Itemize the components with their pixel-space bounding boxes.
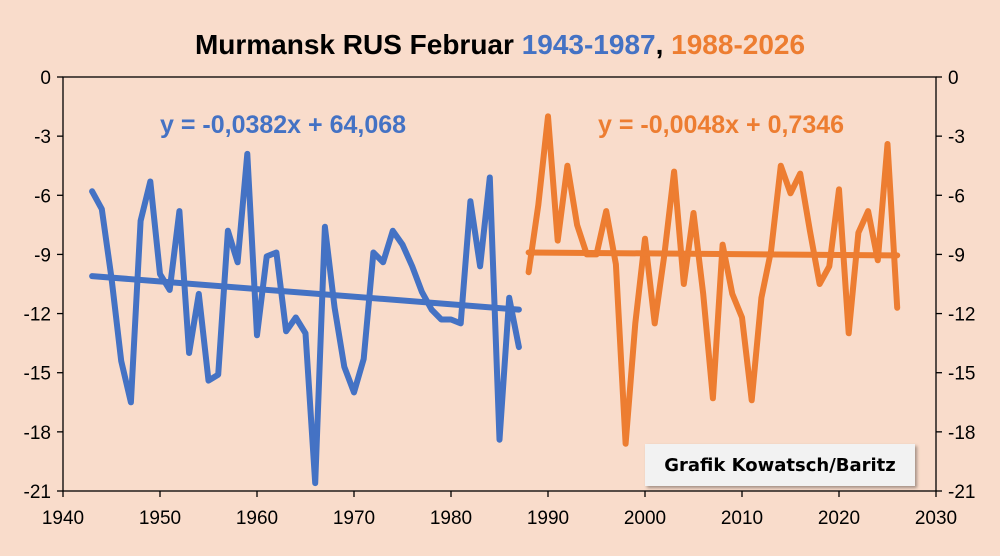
x-tick-label: 1940 [42,508,84,529]
x-tick-label: 1960 [236,508,278,529]
trendline-equation-2: y = -0,0048x + 0,7346 [598,111,844,139]
title-range-1: 1943-1987 [522,29,656,60]
y-tick-label-right: -21 [948,482,975,503]
y-tick-label-left: -15 [24,364,51,385]
x-tick-label: 1950 [139,508,181,529]
title-main: Murmansk RUS Februar [195,29,522,60]
y-tick-label-left: -6 [34,186,51,207]
y-tick-label-right: -6 [948,186,965,207]
title-separator: , [656,29,672,60]
y-tick-label-right: -12 [948,305,975,326]
trendline-1 [89,273,522,313]
y-tick-label-left: -18 [24,423,51,444]
x-tick-label: 1970 [333,508,375,529]
x-tick-label: 2010 [721,508,763,529]
credit-box: Grafik Kowatsch/Baritz [645,444,915,486]
x-tick-label: 2020 [818,508,860,529]
chart-title: Murmansk RUS Februar 1943-1987, 1988-202… [195,29,805,60]
y-tick-label-left: -9 [34,245,51,266]
y-tick-label-right: -15 [948,364,975,385]
axes: 0 0 -3 -3 -6 -6 -9 -9 -12 -12 -15 -15 -18 -18 -21 -21 19… [24,68,976,529]
plot-area-border [62,76,937,492]
y-tick-label-right: -9 [948,245,965,266]
x-tick-label: 2030 [915,508,957,529]
y-tick-label-left: 0 [40,68,51,89]
y-tick-label-left: -21 [24,482,51,503]
y-tick-label-right: -3 [948,127,965,148]
title-range-2: 1988-2026 [671,29,805,60]
trendline-equation-1: y = -0,0382x + 64,068 [160,111,406,139]
x-tick-label: 1980 [430,508,472,529]
x-tick-label: 2000 [624,508,666,529]
y-tick-label-left: -3 [34,127,51,148]
credit-text: Grafik Kowatsch/Baritz [664,454,896,476]
trendline-2 [525,249,901,259]
y-tick-label-right: -18 [948,423,975,444]
x-tick-label: 1990 [527,508,569,529]
y-tick-label-right: 0 [948,68,959,89]
series-layer [89,113,901,487]
y-tick-label-left: -12 [24,305,51,326]
